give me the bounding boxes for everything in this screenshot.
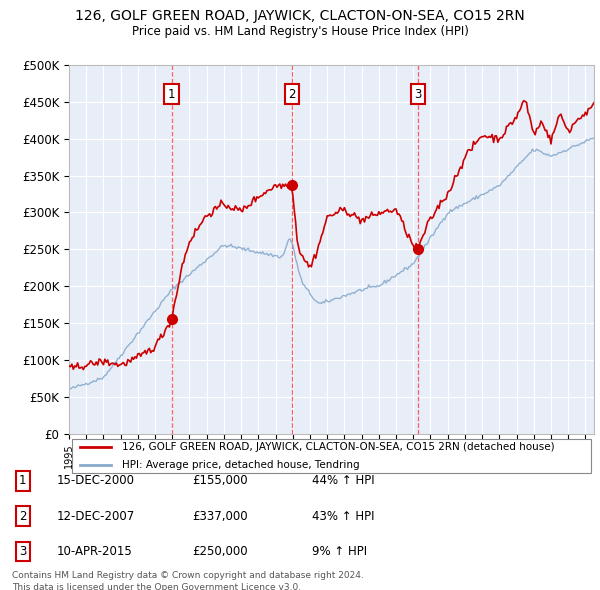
Text: 44% ↑ HPI: 44% ↑ HPI	[312, 474, 374, 487]
Text: 126, GOLF GREEN ROAD, JAYWICK, CLACTON-ON-SEA, CO15 2RN (detached house): 126, GOLF GREEN ROAD, JAYWICK, CLACTON-O…	[121, 442, 554, 452]
FancyBboxPatch shape	[71, 438, 592, 473]
Text: 2: 2	[19, 510, 26, 523]
Text: Price paid vs. HM Land Registry's House Price Index (HPI): Price paid vs. HM Land Registry's House …	[131, 25, 469, 38]
Text: 1: 1	[168, 88, 175, 101]
Text: 15-DEC-2000: 15-DEC-2000	[57, 474, 135, 487]
Text: 3: 3	[414, 88, 422, 101]
Text: HPI: Average price, detached house, Tendring: HPI: Average price, detached house, Tend…	[121, 460, 359, 470]
Text: Contains HM Land Registry data © Crown copyright and database right 2024.: Contains HM Land Registry data © Crown c…	[12, 571, 364, 580]
Text: This data is licensed under the Open Government Licence v3.0.: This data is licensed under the Open Gov…	[12, 583, 301, 590]
Text: £250,000: £250,000	[192, 545, 248, 558]
Text: 126, GOLF GREEN ROAD, JAYWICK, CLACTON-ON-SEA, CO15 2RN: 126, GOLF GREEN ROAD, JAYWICK, CLACTON-O…	[75, 9, 525, 23]
Text: £155,000: £155,000	[192, 474, 248, 487]
Text: 1: 1	[19, 474, 26, 487]
Text: 2: 2	[289, 88, 296, 101]
Text: 3: 3	[19, 545, 26, 558]
Text: 9% ↑ HPI: 9% ↑ HPI	[312, 545, 367, 558]
Text: £337,000: £337,000	[192, 510, 248, 523]
Text: 12-DEC-2007: 12-DEC-2007	[57, 510, 135, 523]
Text: 43% ↑ HPI: 43% ↑ HPI	[312, 510, 374, 523]
Text: 10-APR-2015: 10-APR-2015	[57, 545, 133, 558]
